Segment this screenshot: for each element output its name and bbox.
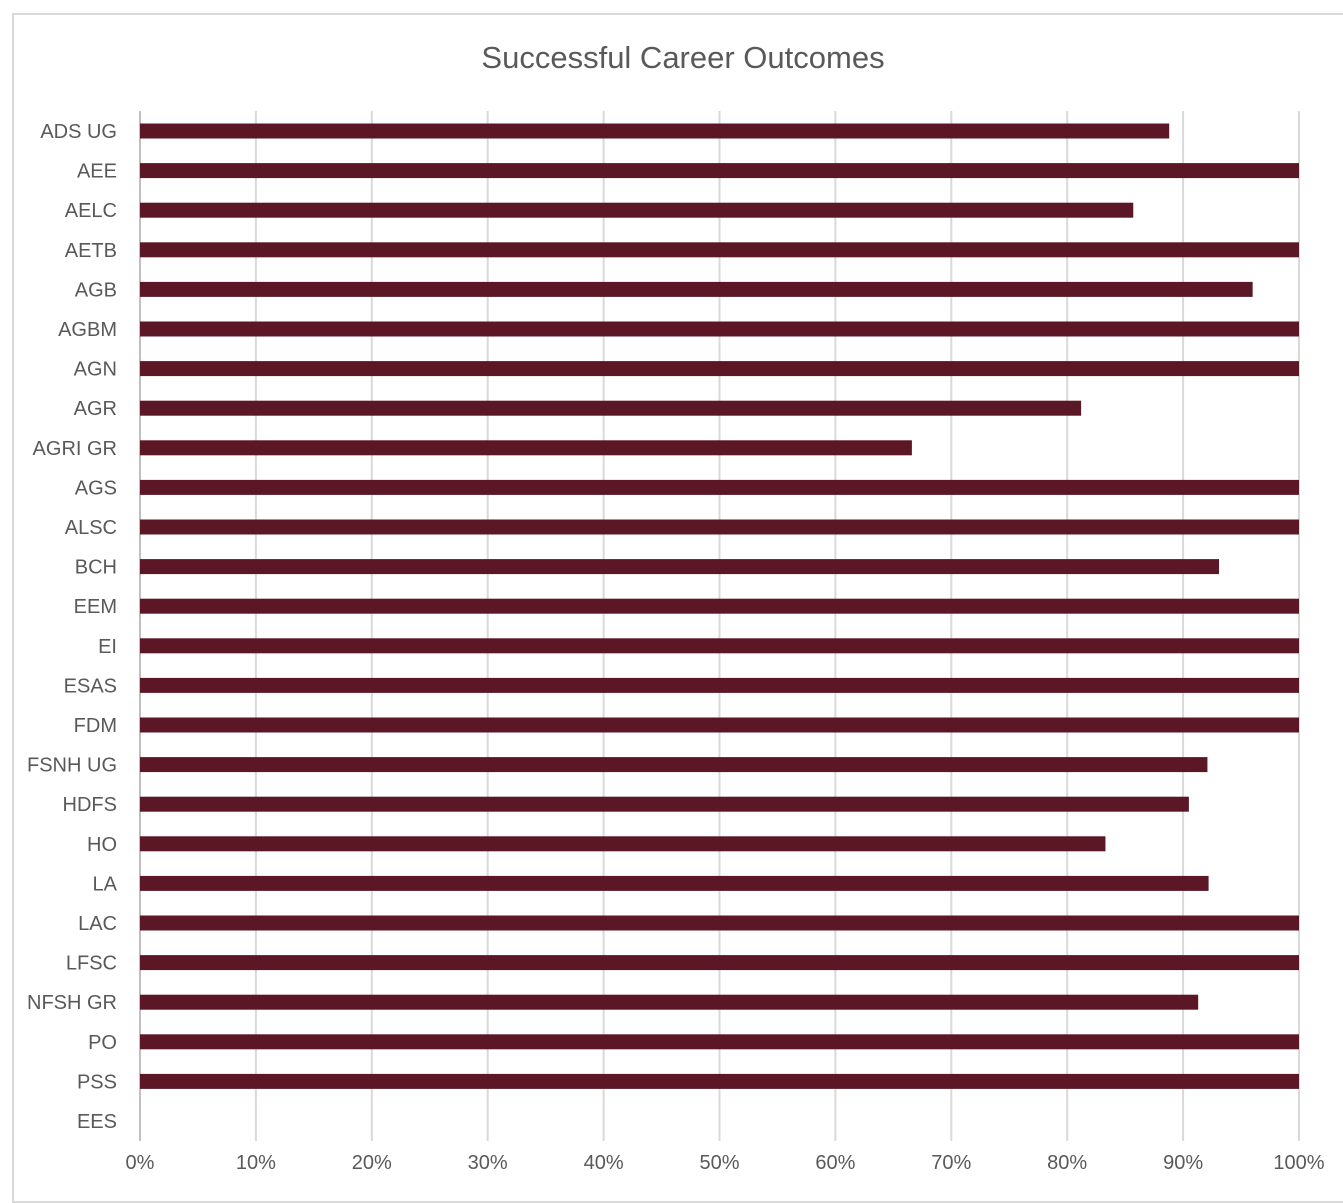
x-tick-label: 100% (1273, 1152, 1324, 1174)
bar (140, 757, 1208, 773)
category-label: PO (88, 1032, 117, 1054)
bar (140, 598, 1299, 614)
bar (140, 836, 1106, 852)
category-label: AETB (65, 240, 117, 262)
category-label: AGRI GR (33, 438, 117, 460)
x-tick-label: 50% (699, 1152, 739, 1174)
category-label: AGS (75, 477, 117, 499)
category-label: LFSC (66, 953, 117, 975)
category-label: ESAS (64, 675, 117, 697)
category-label: ALSC (65, 517, 117, 539)
bar (140, 1034, 1299, 1050)
category-label: PSS (77, 1071, 117, 1093)
bar (140, 400, 1082, 416)
bar (140, 559, 1220, 575)
category-label: AGB (75, 279, 117, 301)
bar (140, 994, 1199, 1010)
category-label: AGN (74, 359, 117, 381)
bar (140, 1073, 1299, 1089)
x-tick-label: 40% (584, 1152, 624, 1174)
gridlines (139, 111, 1300, 1141)
x-tick-label: 70% (931, 1152, 971, 1174)
bar (140, 242, 1299, 258)
category-label: BCH (75, 557, 117, 579)
bar (140, 519, 1299, 535)
x-tick-label: 90% (1163, 1152, 1203, 1174)
bar (140, 321, 1299, 337)
bar (140, 281, 1253, 297)
bar (140, 915, 1299, 931)
category-label: AEE (77, 161, 117, 183)
chart-title: Successful Career Outcomes (481, 40, 884, 75)
bar (140, 638, 1299, 654)
category-label: EI (98, 636, 117, 658)
category-label: LAC (78, 913, 117, 935)
bar (140, 875, 1209, 891)
category-label: FSNH UG (27, 755, 117, 777)
bar (140, 955, 1299, 971)
category-label: EEM (74, 596, 117, 618)
bar (140, 361, 1299, 377)
x-tick-label: 30% (468, 1152, 508, 1174)
category-label: AGR (74, 398, 117, 420)
category-label: AGBM (58, 319, 117, 341)
bar (140, 717, 1299, 733)
category-label: HDFS (63, 794, 117, 816)
bar (140, 163, 1299, 179)
category-label: LA (93, 873, 118, 895)
x-tick-label: 0% (126, 1152, 155, 1174)
bar (140, 479, 1299, 495)
category-label: HO (87, 834, 117, 856)
category-label: NFSH GR (27, 992, 117, 1014)
x-tick-label: 10% (236, 1152, 276, 1174)
bars (140, 123, 1299, 1089)
bar (140, 123, 1170, 139)
x-tick-labels: 0% 10% 20% 30% 40% 50% 60% 70% 80% 90% 100% (126, 1152, 1325, 1174)
bar (140, 796, 1189, 812)
bar (140, 202, 1134, 218)
category-label: FDM (74, 715, 117, 737)
category-label: EES (77, 1111, 117, 1133)
category-label: ADS UG (40, 121, 117, 143)
x-tick-label: 20% (352, 1152, 392, 1174)
category-labels: ADS UG AEE AELC AETB AGB AGBM AGN AGR AGRI GR AGS… (27, 121, 118, 1133)
category-label: AELC (65, 200, 117, 222)
bar (140, 677, 1299, 693)
x-tick-label: 60% (815, 1152, 855, 1174)
bar (140, 440, 912, 456)
x-tick-label: 80% (1047, 1152, 1087, 1174)
